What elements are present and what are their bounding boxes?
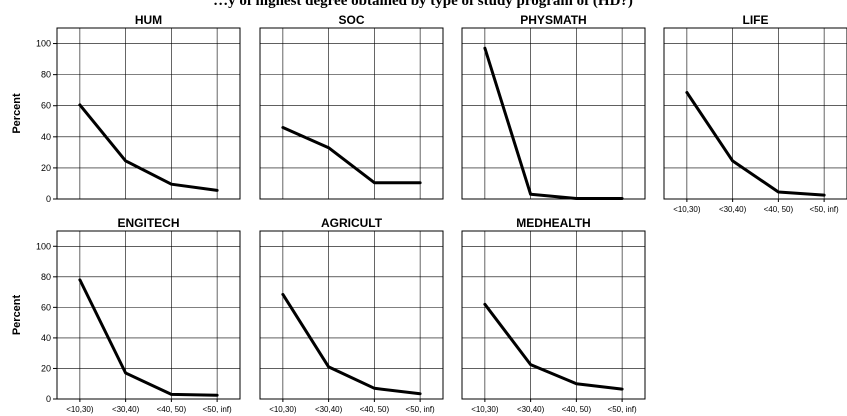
panel-title: MEDHEALTH (516, 216, 590, 230)
x-tick-label: <30,40) (719, 205, 747, 214)
x-tick-label: <40, 50) (360, 405, 390, 414)
series-line (483, 302, 624, 391)
series-line (281, 292, 422, 396)
panel-title: AGRICULT (321, 216, 383, 230)
panel-life: LIFE <10,30) <30,40) <40, 50) <50, inf) (663, 13, 847, 214)
x-tick-label: <30,40) (517, 405, 545, 414)
x-tick-label: <50, inf) (203, 405, 232, 414)
x-tick-label: <40, 50) (764, 205, 794, 214)
y-tick-label: 0 (46, 194, 51, 204)
y-axis-label: Percent (11, 294, 23, 335)
x-tick-label: <40, 50) (562, 405, 592, 414)
panel-soc: SOC (259, 13, 444, 200)
x-tick-label: <40, 50) (157, 405, 187, 414)
panel-engitech: ENGITECH 0 20 40 60 80 100 Percent <10,30) <30,40… (11, 216, 241, 414)
panel-agricult: AGRICULT <10,30) <30,40) <40, 50) <50, inf) (259, 216, 444, 414)
panels: HUM 0 20 40 60 80 100 Percent SOC PHYSMATH LIFE <10… (11, 13, 847, 414)
y-axis-label: Percent (11, 93, 23, 134)
x-tick-label: <10,30) (471, 405, 499, 414)
y-tick-label: 80 (41, 70, 51, 80)
y-tick-label: 0 (46, 394, 51, 404)
y-tick-label: 40 (41, 132, 51, 142)
x-tick-label: <30,40) (315, 405, 343, 414)
y-tick-label: 20 (41, 163, 51, 173)
y-tick-label: 60 (41, 302, 51, 312)
chart-title: …y of highest degree obtained by type of… (213, 0, 633, 9)
x-tick-label: <10,30) (66, 405, 94, 414)
series-line (78, 278, 219, 397)
x-tick-label: <30,40) (112, 405, 140, 414)
series-line (281, 126, 422, 185)
panel-medhealth: MEDHEALTH <10,30) <30,40) <40, 50) <50, inf) (461, 216, 646, 414)
series-line (483, 46, 624, 200)
panel-title: LIFE (743, 13, 769, 27)
x-tick-label: <10,30) (269, 405, 297, 414)
y-tick-label: 40 (41, 333, 51, 343)
panel-title: ENGITECH (117, 216, 179, 230)
plot-area (663, 27, 847, 200)
plot-area (56, 230, 241, 400)
panel-physmath: PHYSMATH (461, 13, 646, 200)
x-tick-label: <50, inf) (810, 205, 839, 214)
y-tick-label: 100 (36, 39, 51, 49)
x-tick-label: <50, inf) (406, 405, 435, 414)
x-tick-label: <50, inf) (608, 405, 637, 414)
x-tick-label: <10,30) (673, 205, 701, 214)
plot-area (259, 230, 444, 400)
plot-area (259, 27, 444, 200)
panel-title: PHYSMATH (520, 13, 586, 27)
panel-title: HUM (135, 13, 162, 27)
series-line (685, 91, 826, 197)
series-line (78, 103, 219, 192)
y-tick-label: 80 (41, 272, 51, 282)
y-tick-label: 20 (41, 363, 51, 373)
y-tick-label: 100 (36, 241, 51, 251)
panel-hum: HUM 0 20 40 60 80 100 Percent (11, 13, 241, 204)
y-tick-label: 60 (41, 101, 51, 111)
panel-title: SOC (338, 13, 364, 27)
plot-area (461, 27, 646, 200)
